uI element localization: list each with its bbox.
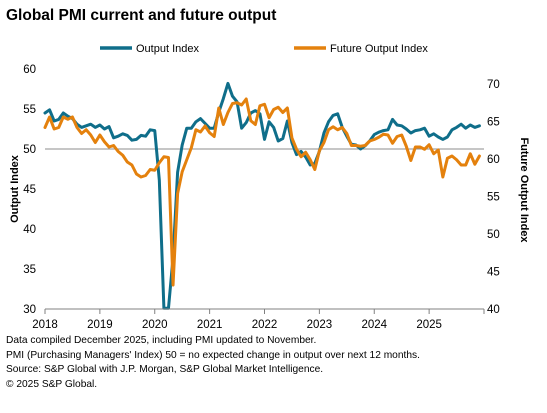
x-tick-label: 2025 — [416, 319, 442, 331]
note-copyright: © 2025 S&P Global. — [6, 378, 98, 390]
y-axis-label: Output Index — [9, 154, 21, 223]
x-tick-label: 2019 — [87, 319, 113, 331]
y-tick-label: 60 — [23, 64, 36, 76]
x-tick-label: 2021 — [197, 319, 223, 331]
y-tick-label: 40 — [23, 224, 36, 236]
y2-tick-label: 65 — [487, 117, 500, 129]
series-line-output-index — [43, 81, 481, 310]
chart-notes: Data compiled December 2025, including P… — [6, 334, 420, 392]
legend-label-output-index: Output Index — [136, 43, 199, 55]
note-data-compiled: Data compiled December 2025, including P… — [6, 335, 317, 346]
chart-svg: Output Index Future Output Index 30 35 40 4… — [9, 43, 530, 331]
y2-tick-label: 60 — [487, 154, 500, 166]
y2-axis-label: Future Output Index — [518, 137, 530, 243]
note-source: Source: S&P Global with J.P. Morgan, S&P… — [6, 364, 324, 376]
y-tick-label: 55 — [23, 104, 36, 116]
legend-label-future-output-index: Future Output Index — [330, 43, 428, 55]
y2-tick-label: 45 — [487, 267, 500, 279]
y2-tick-label: 40 — [487, 304, 500, 316]
x-tick-label: 2020 — [142, 319, 168, 331]
y2-tick-label: 70 — [487, 79, 500, 91]
x-tick-label: 2024 — [361, 319, 387, 331]
y-tick-label: 45 — [23, 184, 36, 196]
x-tick-label: 2018 — [32, 319, 58, 331]
x-tick-label: 2023 — [307, 319, 333, 331]
y-tick-label: 50 — [23, 144, 36, 156]
y2-tick-label: 55 — [487, 192, 500, 204]
series-line-future-output-index — [43, 97, 481, 287]
chart-title: Global PMI current and future output — [6, 7, 277, 24]
y-tick-label: 30 — [23, 304, 36, 316]
y2-tick-label: 50 — [487, 229, 500, 241]
note-pmi-definition: PMI (Purchasing Managers' Index) 50 = no… — [6, 349, 420, 361]
legend: Output Index Future Output Index — [100, 43, 428, 55]
y-tick-label: 35 — [23, 264, 36, 276]
x-tick-label: 2022 — [252, 319, 278, 331]
